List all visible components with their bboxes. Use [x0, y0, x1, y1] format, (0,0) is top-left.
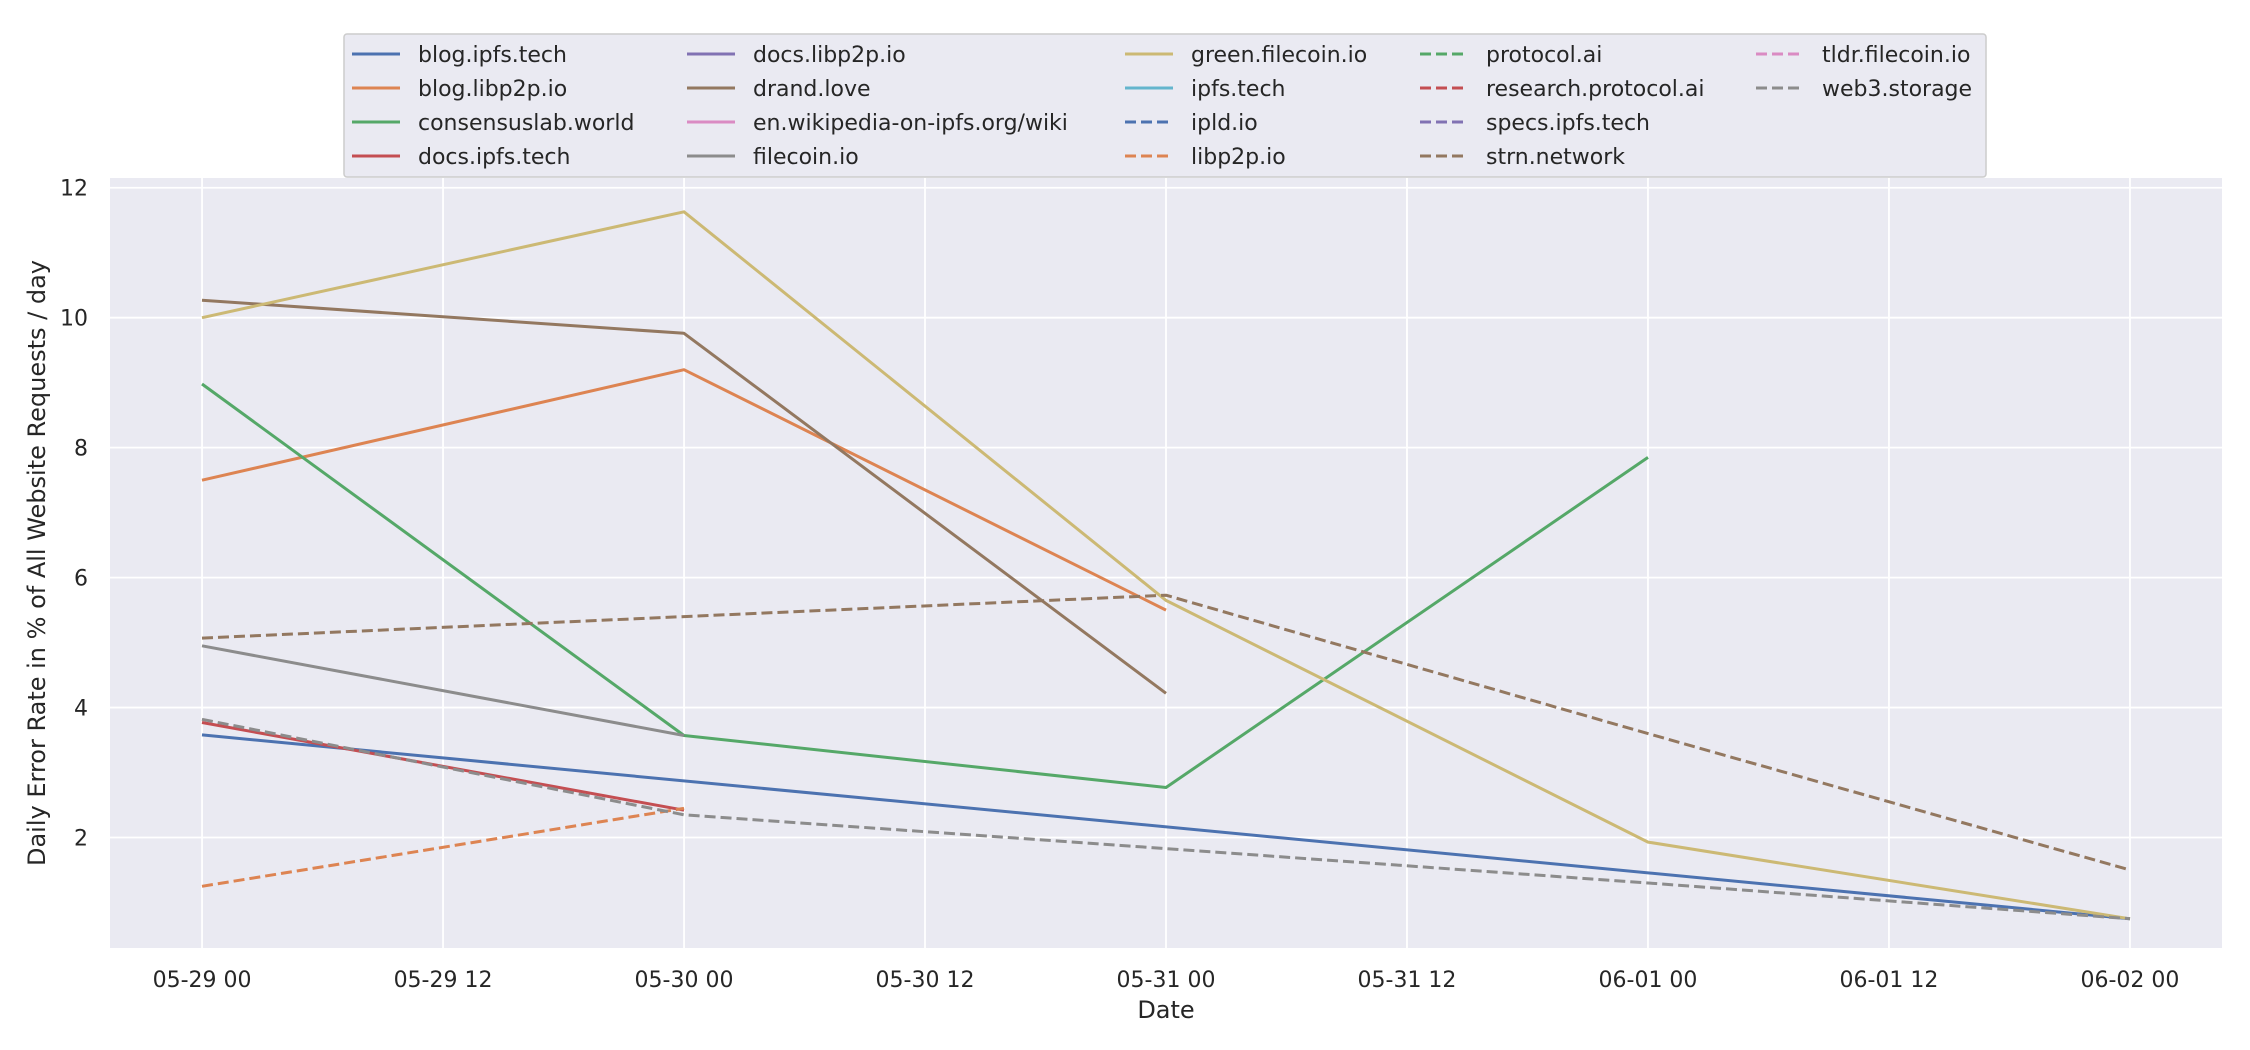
y-tick-label: 2 [74, 827, 88, 852]
legend-item-research-protocol-ai: research.protocol.ai [1420, 77, 1705, 102]
series-line-blog-ipfs-tech [201, 733, 2131, 921]
legend-item-ipfs-tech: ipfs.tech [1125, 77, 1285, 102]
x-tick-label: 05-30 00 [635, 968, 734, 993]
series-line-libp2p-io [201, 806, 685, 888]
legend-label: green.filecoin.io [1191, 43, 1367, 68]
y-axis-label: Daily Error Rate in % of All Website Req… [23, 260, 51, 866]
x-tick-label: 06-01 12 [1840, 968, 1939, 993]
series-line-green-filecoin-io [201, 210, 2131, 921]
series-line-consensuslab-world [201, 382, 1649, 789]
legend-label: docs.ipfs.tech [418, 145, 570, 170]
legend-item-docs-ipfs-tech: docs.ipfs.tech [352, 145, 570, 170]
x-tick-label: 06-01 00 [1599, 968, 1698, 993]
legend-box [343, 33, 1987, 178]
y-tick-label: 10 [60, 307, 88, 332]
x-axis-label: Date [1137, 996, 1194, 1024]
x-tick-label: 05-29 00 [153, 968, 252, 993]
legend-item-libp2p-io: libp2p.io [1125, 145, 1286, 170]
y-axis-ticks: 2 4 6 8 10 12 [60, 177, 88, 852]
series-line-strn-network [201, 593, 2131, 872]
grid-lines [110, 178, 2222, 948]
legend-label: en.wikipedia-on-ipfs.org/wiki [753, 111, 1068, 136]
legend-item-drand-love: drand.love [687, 77, 871, 102]
legend-label: docs.libp2p.io [753, 43, 906, 68]
legend-label: consensuslab.world [418, 111, 634, 136]
legend-item-en-wikipedia-on-ipfs-org-wiki: en.wikipedia-on-ipfs.org/wiki [687, 111, 1068, 136]
x-axis-ticks: 05-29 00 05-29 12 05-30 00 05-30 12 05-31 00… [153, 968, 2180, 993]
legend-item-blog-ipfs-tech: blog.ipfs.tech [352, 43, 567, 68]
y-tick-label: 12 [60, 177, 88, 202]
y-tick-label: 6 [74, 567, 88, 592]
series-line-filecoin-io [201, 644, 685, 737]
series-lines [201, 210, 2131, 921]
legend-item-strn-network: strn.network [1420, 145, 1625, 170]
series-line-blog-libp2p-io [201, 368, 1167, 612]
y-tick-label: 8 [74, 437, 88, 462]
legend-item-tldr-filecoin-io: tldr.filecoin.io [1756, 43, 1970, 68]
legend-item-specs-ipfs-tech: specs.ipfs.tech [1420, 111, 1650, 136]
legend-label: blog.libp2p.io [418, 77, 567, 102]
legend-label: research.protocol.ai [1486, 77, 1705, 102]
legend-item-consensuslab-world: consensuslab.world [352, 111, 634, 136]
legend-label: ipfs.tech [1191, 77, 1285, 102]
x-tick-label: 05-30 12 [876, 968, 975, 993]
legend-label: libp2p.io [1191, 145, 1286, 170]
x-tick-label: 05-31 00 [1117, 968, 1216, 993]
x-tick-label: 05-31 12 [1358, 968, 1457, 993]
legend-label: strn.network [1486, 145, 1625, 170]
x-tick-label: 05-29 12 [394, 968, 493, 993]
legend-item-blog-libp2p-io: blog.libp2p.io [352, 77, 567, 102]
x-tick-label: 06-02 00 [2080, 968, 2179, 993]
legend-label: tldr.filecoin.io [1822, 43, 1970, 68]
legend-label: filecoin.io [753, 145, 859, 170]
legend-label: specs.ipfs.tech [1486, 111, 1650, 136]
legend-item-web3-storage: web3.storage [1756, 77, 1972, 102]
legend-item-green-filecoin-io: green.filecoin.io [1125, 43, 1367, 68]
y-tick-label: 4 [74, 697, 88, 722]
legend-label: protocol.ai [1486, 43, 1602, 68]
legend-item-protocol-ai: protocol.ai [1420, 43, 1602, 68]
legend: blog.ipfs.tech blog.libp2p.io consensuslab… [343, 33, 1987, 178]
legend-label: ipld.io [1191, 111, 1258, 136]
legend-item-docs-libp2p-io: docs.libp2p.io [687, 43, 906, 68]
legend-item-ipld-io: ipld.io [1125, 111, 1258, 136]
legend-item-filecoin-io: filecoin.io [687, 145, 859, 170]
legend-label: web3.storage [1822, 77, 1972, 102]
legend-label: drand.love [753, 77, 871, 102]
series-line-web3-storage [201, 717, 2131, 921]
series-line-drand-love [201, 298, 1167, 695]
legend-label: blog.ipfs.tech [418, 43, 567, 68]
